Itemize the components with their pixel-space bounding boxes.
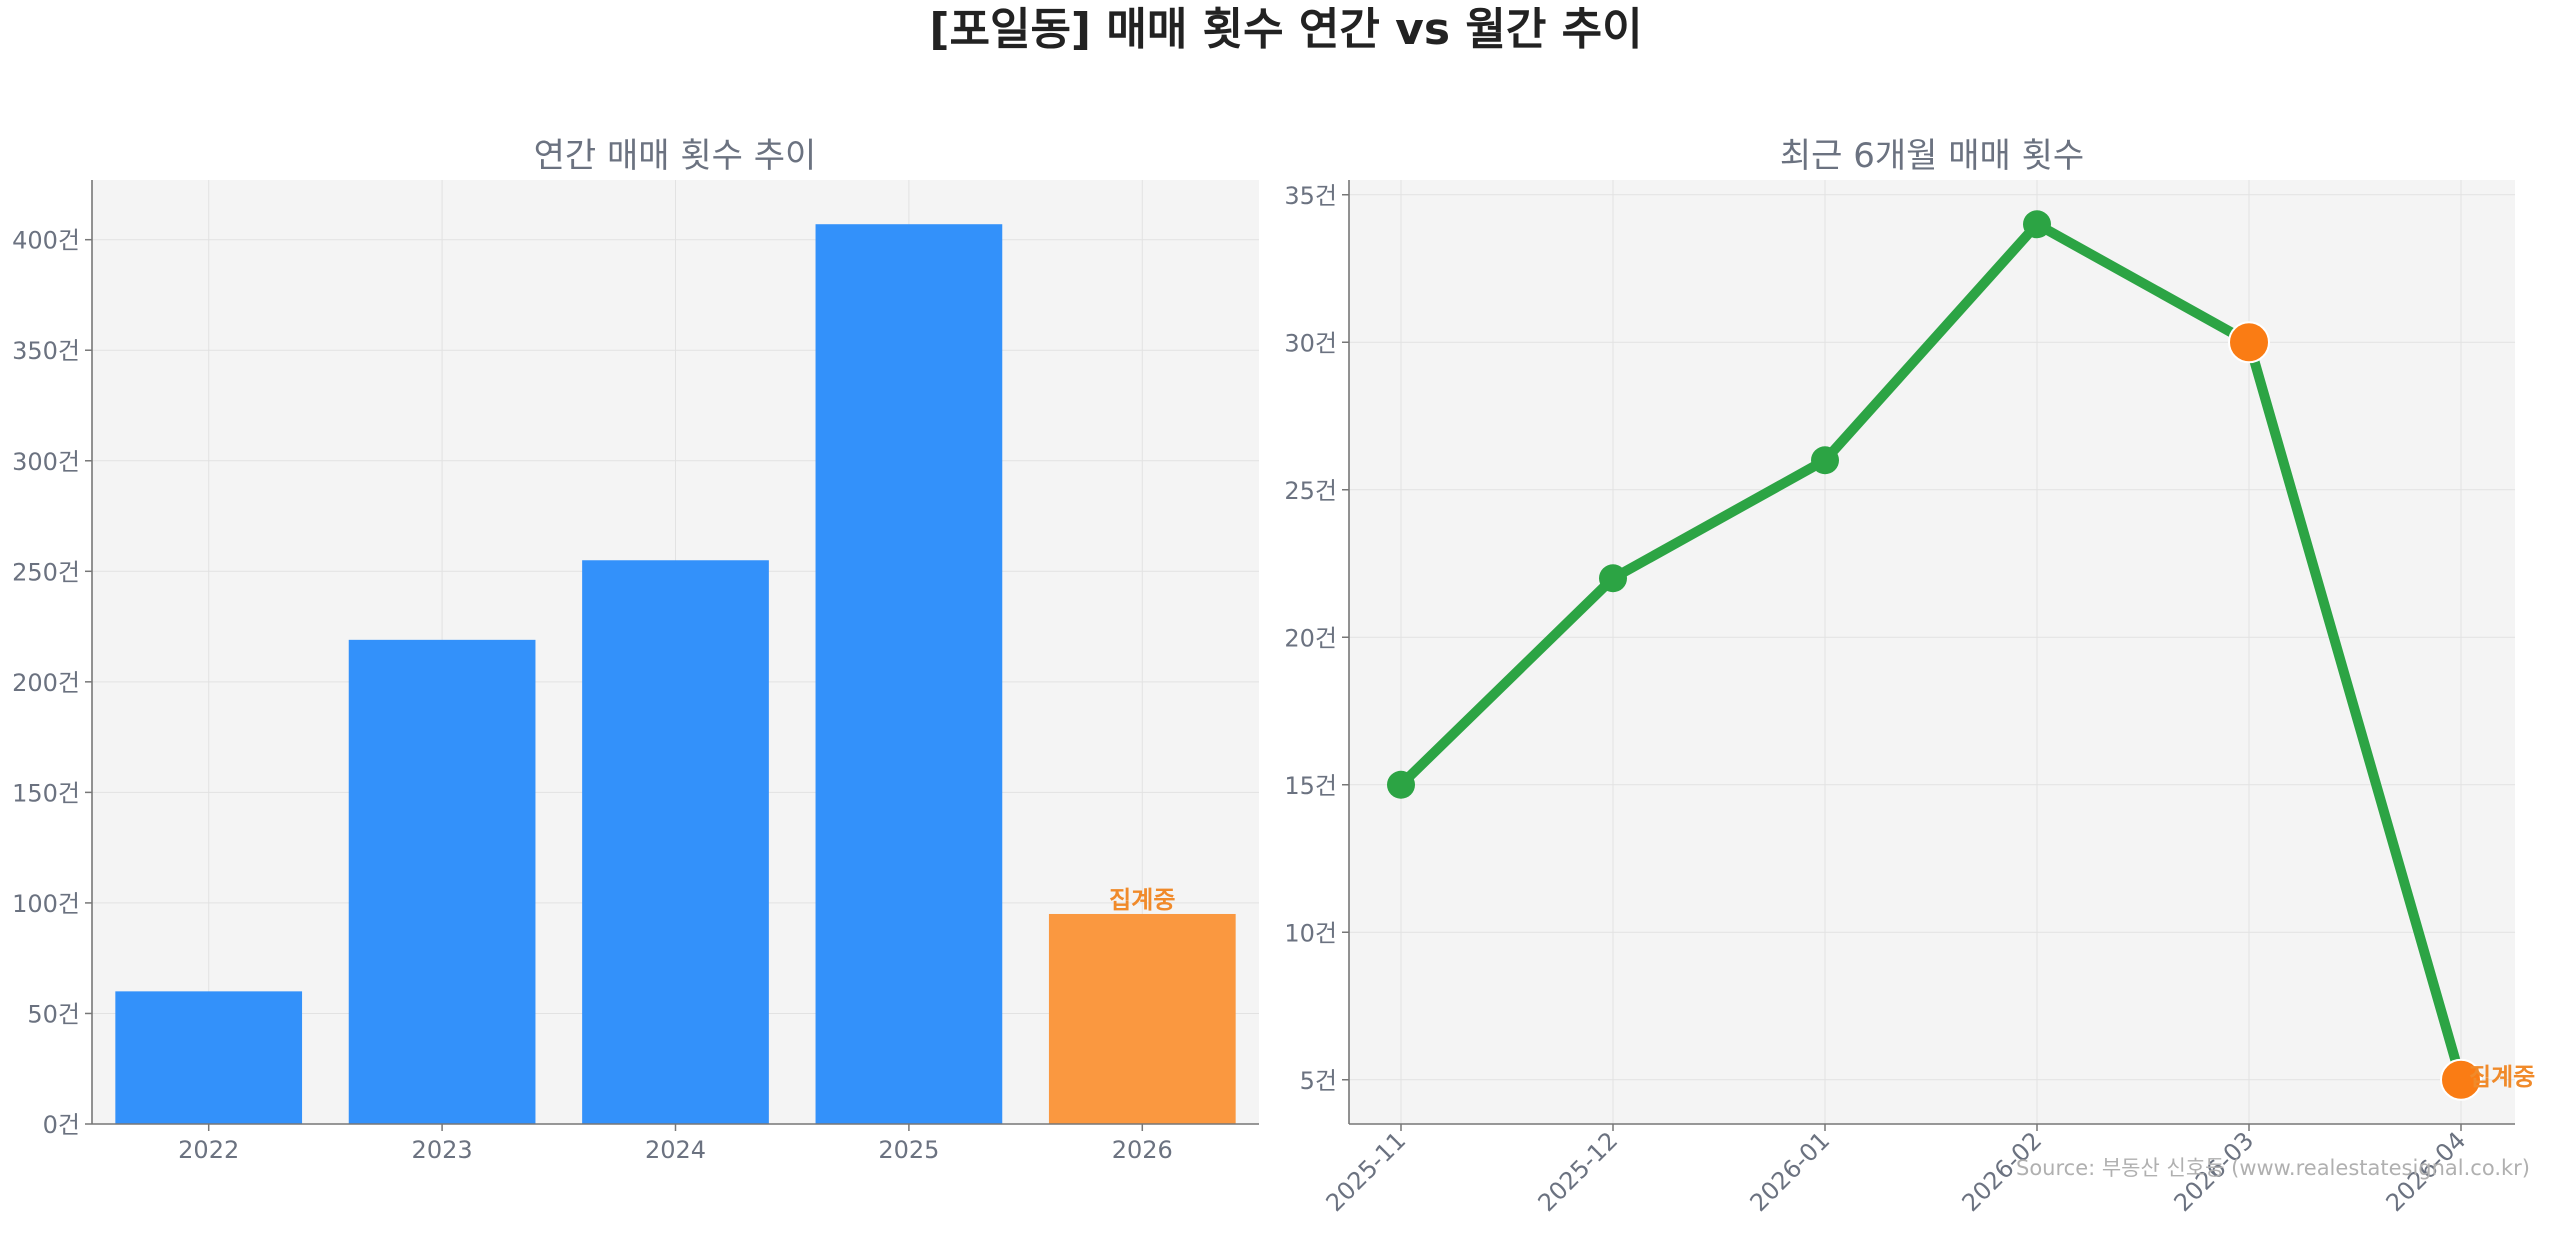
bar-2024 — [582, 560, 769, 1124]
point-2026-03 — [2228, 321, 2270, 364]
point-2026-02 — [2023, 210, 2051, 239]
bar-x-tick-label: 2025 — [878, 1136, 939, 1164]
bar-y-tick-label: 0건 — [43, 1111, 80, 1139]
bar-x-tick-label: 2023 — [412, 1136, 473, 1164]
line-in-progress-label: 집계중 — [2469, 1063, 2535, 1091]
line-x-tick-label: 2025-11 — [1321, 1126, 1412, 1217]
bar-marks — [115, 224, 1236, 1124]
line-y-tick-label: 15건 — [1284, 772, 1337, 800]
bar-y-tick-label: 150건 — [12, 779, 80, 807]
bar-x-tick-label: 2024 — [645, 1136, 706, 1164]
bar-y-ticks: 0건 50건 100건 150건 200건 250건 300건 350건 400건 — [12, 227, 92, 1139]
bar-y-tick-label: 50건 — [27, 1000, 80, 1028]
line-marks — [1387, 210, 2482, 1101]
line-gridlines — [1349, 180, 2515, 1124]
bar-chart-title: 연간 매매 횟수 추이 — [534, 136, 817, 176]
point-2025-11 — [1387, 770, 1415, 799]
line-y-tick-label: 30건 — [1284, 329, 1337, 357]
bar-2025 — [815, 224, 1003, 1124]
line-y-tick-label: 10건 — [1284, 919, 1337, 947]
bar-y-tick-label: 400건 — [12, 227, 80, 255]
bar-y-tick-label: 250건 — [12, 558, 80, 586]
source-note: Source: 부동산 신호등 (www.realestatesignal.co… — [2016, 1156, 2530, 1180]
line-y-tick-label: 20건 — [1284, 624, 1337, 652]
line-y-tick-label: 5건 — [1300, 1067, 1337, 1095]
point-2026-01 — [1811, 446, 1839, 475]
bar-y-tick-label: 100건 — [12, 890, 80, 918]
bar-2022 — [115, 991, 303, 1124]
monthly-line-chart: 최근 6개월 매매 횟수 5건 10건 15건 20건 25건 30건 35건 2025-1… — [1284, 136, 2515, 1217]
bar-y-tick-label: 200건 — [12, 669, 80, 697]
bar-x-tick-label: 2022 — [178, 1136, 239, 1164]
bar-2026 — [1048, 913, 1236, 1124]
point-2026-04 — [2440, 1058, 2482, 1101]
line-y-tick-label: 35건 — [1284, 182, 1337, 210]
point-2025-12 — [1599, 564, 1627, 593]
bar-x-tick-label: 2026 — [1112, 1136, 1173, 1164]
line-chart-title: 최근 6개월 매매 횟수 — [1780, 136, 2084, 176]
bar-2023 — [348, 639, 536, 1124]
monthly-trend-line — [1396, 219, 2466, 1085]
line-y-tick-label: 25건 — [1284, 477, 1337, 505]
annual-bar-chart: 연간 매매 횟수 추이 0건 50건 100건 150건 200건 250건 300건 350… — [12, 136, 1259, 1164]
line-x-tick-label: 2026-01 — [1745, 1126, 1836, 1217]
figure-title: [포일동] 매매 횟수 연간 vs 월간 추이 — [929, 4, 1642, 55]
bar-y-tick-label: 350건 — [12, 337, 80, 365]
bar-y-tick-label: 300건 — [12, 448, 80, 476]
line-y-ticks: 5건 10건 15건 20건 25건 30건 35건 — [1284, 182, 1349, 1095]
bar-x-ticks: 2022 2023 2024 2025 2026 — [178, 1124, 1173, 1164]
line-x-tick-label: 2025-12 — [1533, 1126, 1624, 1217]
bar-in-progress-label: 집계중 — [1109, 886, 1175, 914]
